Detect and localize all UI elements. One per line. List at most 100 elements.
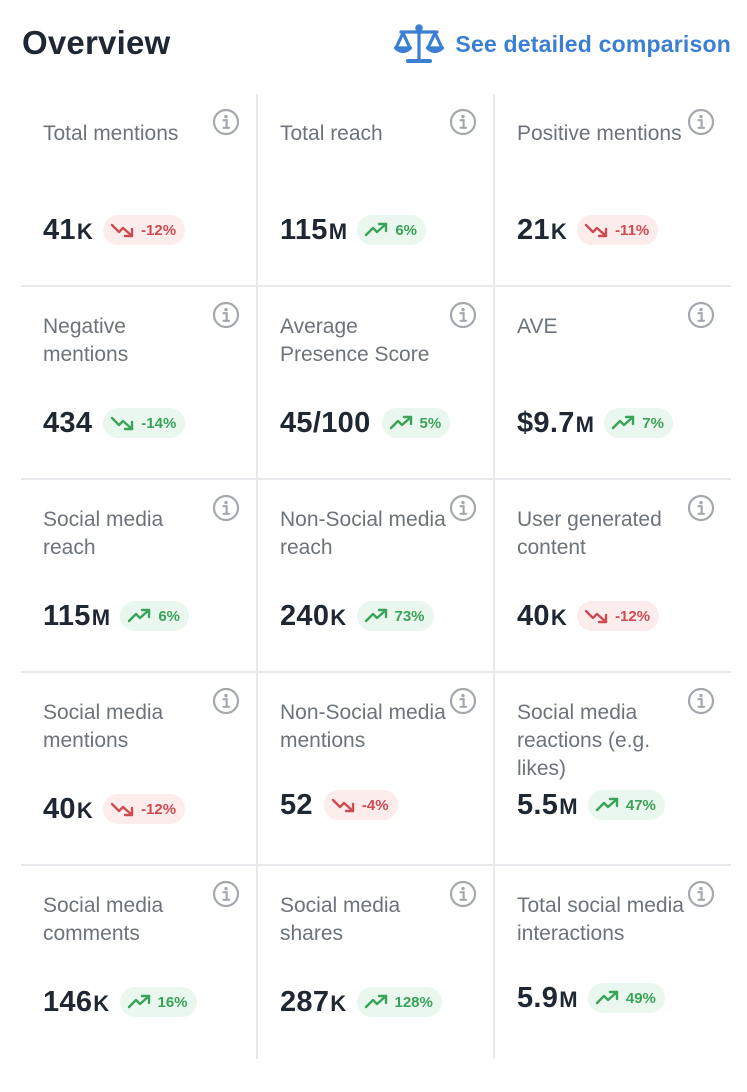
info-icon[interactable] [687, 108, 715, 136]
metric-unit-suffix: M [328, 218, 348, 244]
metric-value: 115M [280, 214, 347, 247]
metric-label: Non-Social media mentions [280, 701, 446, 752]
metric-number: 146 [43, 985, 93, 1018]
change-percent: 7% [642, 414, 664, 432]
metric-value: 40K [43, 793, 93, 826]
change-badge: -12% [103, 794, 186, 824]
metric-number: 287 [280, 985, 330, 1018]
info-icon[interactable] [212, 494, 240, 522]
change-percent: -12% [615, 607, 651, 625]
metric-label: Total reach [280, 122, 383, 145]
metric-card: Total social media interactions 5.9M 49% [495, 866, 731, 1059]
info-icon[interactable] [212, 687, 240, 715]
metric-unit-suffix: M [559, 793, 578, 819]
metric-value-row: 45/100 5% [280, 403, 451, 443]
trend-up-icon [127, 608, 153, 624]
metrics-grid: Total mentions 41K -12% Total reach 115M 6% Po… [21, 94, 731, 1059]
metric-value: 41K [43, 214, 93, 247]
change-percent: -4% [361, 796, 389, 814]
change-percent: -14% [141, 414, 177, 432]
change-badge: 73% [356, 601, 434, 631]
trend-down-icon [584, 608, 610, 624]
info-icon[interactable] [449, 494, 477, 522]
metric-value-row: 5.9M 49% [517, 978, 665, 1018]
metric-card: Social media comments 146K 16% [21, 866, 258, 1059]
detailed-comparison-link[interactable]: See detailed comparison [393, 20, 731, 68]
change-percent: -11% [615, 221, 650, 239]
change-percent: 47% [625, 796, 656, 814]
metric-value-row: 40K -12% [43, 789, 186, 829]
metric-label: Social media mentions [43, 701, 164, 752]
metric-value: 240K [280, 600, 347, 633]
overview-header: Overview See detailed comparison [0, 0, 747, 92]
change-badge: -4% [323, 790, 398, 820]
info-icon[interactable] [687, 687, 715, 715]
metric-label: Social media shares [280, 894, 401, 945]
info-icon[interactable] [449, 108, 477, 136]
trend-up-icon [595, 990, 621, 1006]
metric-label: Total social media interactions [517, 894, 684, 945]
trend-up-icon [611, 415, 637, 431]
change-badge: 49% [587, 983, 665, 1013]
metric-value-row: 52 -4% [280, 785, 398, 825]
trend-down-icon [331, 797, 357, 813]
change-badge: 16% [119, 987, 197, 1017]
metric-card: Non-Social media reach 240K 73% [258, 480, 495, 673]
info-icon[interactable] [687, 494, 715, 522]
metric-card: Non-Social media mentions 52 -4% [258, 673, 495, 866]
change-badge: 6% [357, 215, 427, 245]
change-percent: 5% [419, 414, 442, 432]
change-percent: -12% [141, 221, 177, 239]
metric-value-row: 434 -14% [43, 403, 186, 443]
metric-card: User generated content 40K -12% [495, 480, 731, 673]
metric-label: Average Presence Score [280, 315, 430, 366]
change-percent: -12% [141, 800, 177, 818]
metric-number: 45/100 [280, 406, 371, 439]
info-icon[interactable] [449, 880, 477, 908]
metric-number: 240 [280, 599, 330, 632]
metric-label: AVE [517, 315, 558, 338]
metric-value: $9.7M [517, 407, 594, 440]
info-icon[interactable] [687, 301, 715, 329]
metric-value-row: 115M 6% [43, 596, 190, 636]
info-icon[interactable] [212, 108, 240, 136]
metric-number: 115 [43, 599, 91, 632]
metric-card: Positive mentions 21K -11% [495, 94, 731, 287]
info-icon[interactable] [687, 880, 715, 908]
metric-number: $9.7 [517, 406, 575, 439]
trend-up-icon [595, 797, 621, 813]
metric-label: Non-Social media reach [280, 508, 446, 559]
metric-number: 5.9 [517, 981, 559, 1014]
metric-unit-suffix: K [550, 604, 568, 630]
metric-number: 52 [280, 788, 313, 821]
metric-label: Negative mentions [43, 315, 129, 366]
metric-unit-suffix: K [76, 797, 94, 823]
balance-scale-icon [393, 23, 445, 65]
info-icon[interactable] [212, 880, 240, 908]
metric-unit-suffix: K [93, 990, 110, 1016]
metric-unit-suffix: M [91, 604, 111, 630]
info-icon[interactable] [449, 687, 477, 715]
metric-value: 115M [43, 600, 110, 633]
metric-value-row: 21K -11% [517, 210, 659, 250]
trend-down-icon [110, 801, 136, 817]
metric-value-row: 146K 16% [43, 982, 197, 1022]
metric-value: 146K [43, 986, 110, 1019]
change-percent: 6% [158, 607, 181, 625]
change-percent: 49% [625, 989, 656, 1007]
metric-value: 21K [517, 214, 567, 247]
change-percent: 6% [395, 221, 418, 239]
info-icon[interactable] [449, 301, 477, 329]
change-badge: 47% [587, 790, 665, 820]
trend-up-icon [364, 994, 390, 1010]
metric-card: Social media mentions 40K -12% [21, 673, 258, 866]
info-icon[interactable] [212, 301, 240, 329]
metric-unit-suffix: K [550, 218, 568, 244]
metric-value: 40K [517, 600, 567, 633]
trend-up-icon [389, 415, 415, 431]
change-percent: 128% [394, 993, 433, 1011]
change-badge: 7% [604, 408, 673, 438]
metric-value: 287K [280, 986, 347, 1019]
metric-card: Total reach 115M 6% [258, 94, 495, 287]
change-badge: -12% [103, 215, 186, 245]
